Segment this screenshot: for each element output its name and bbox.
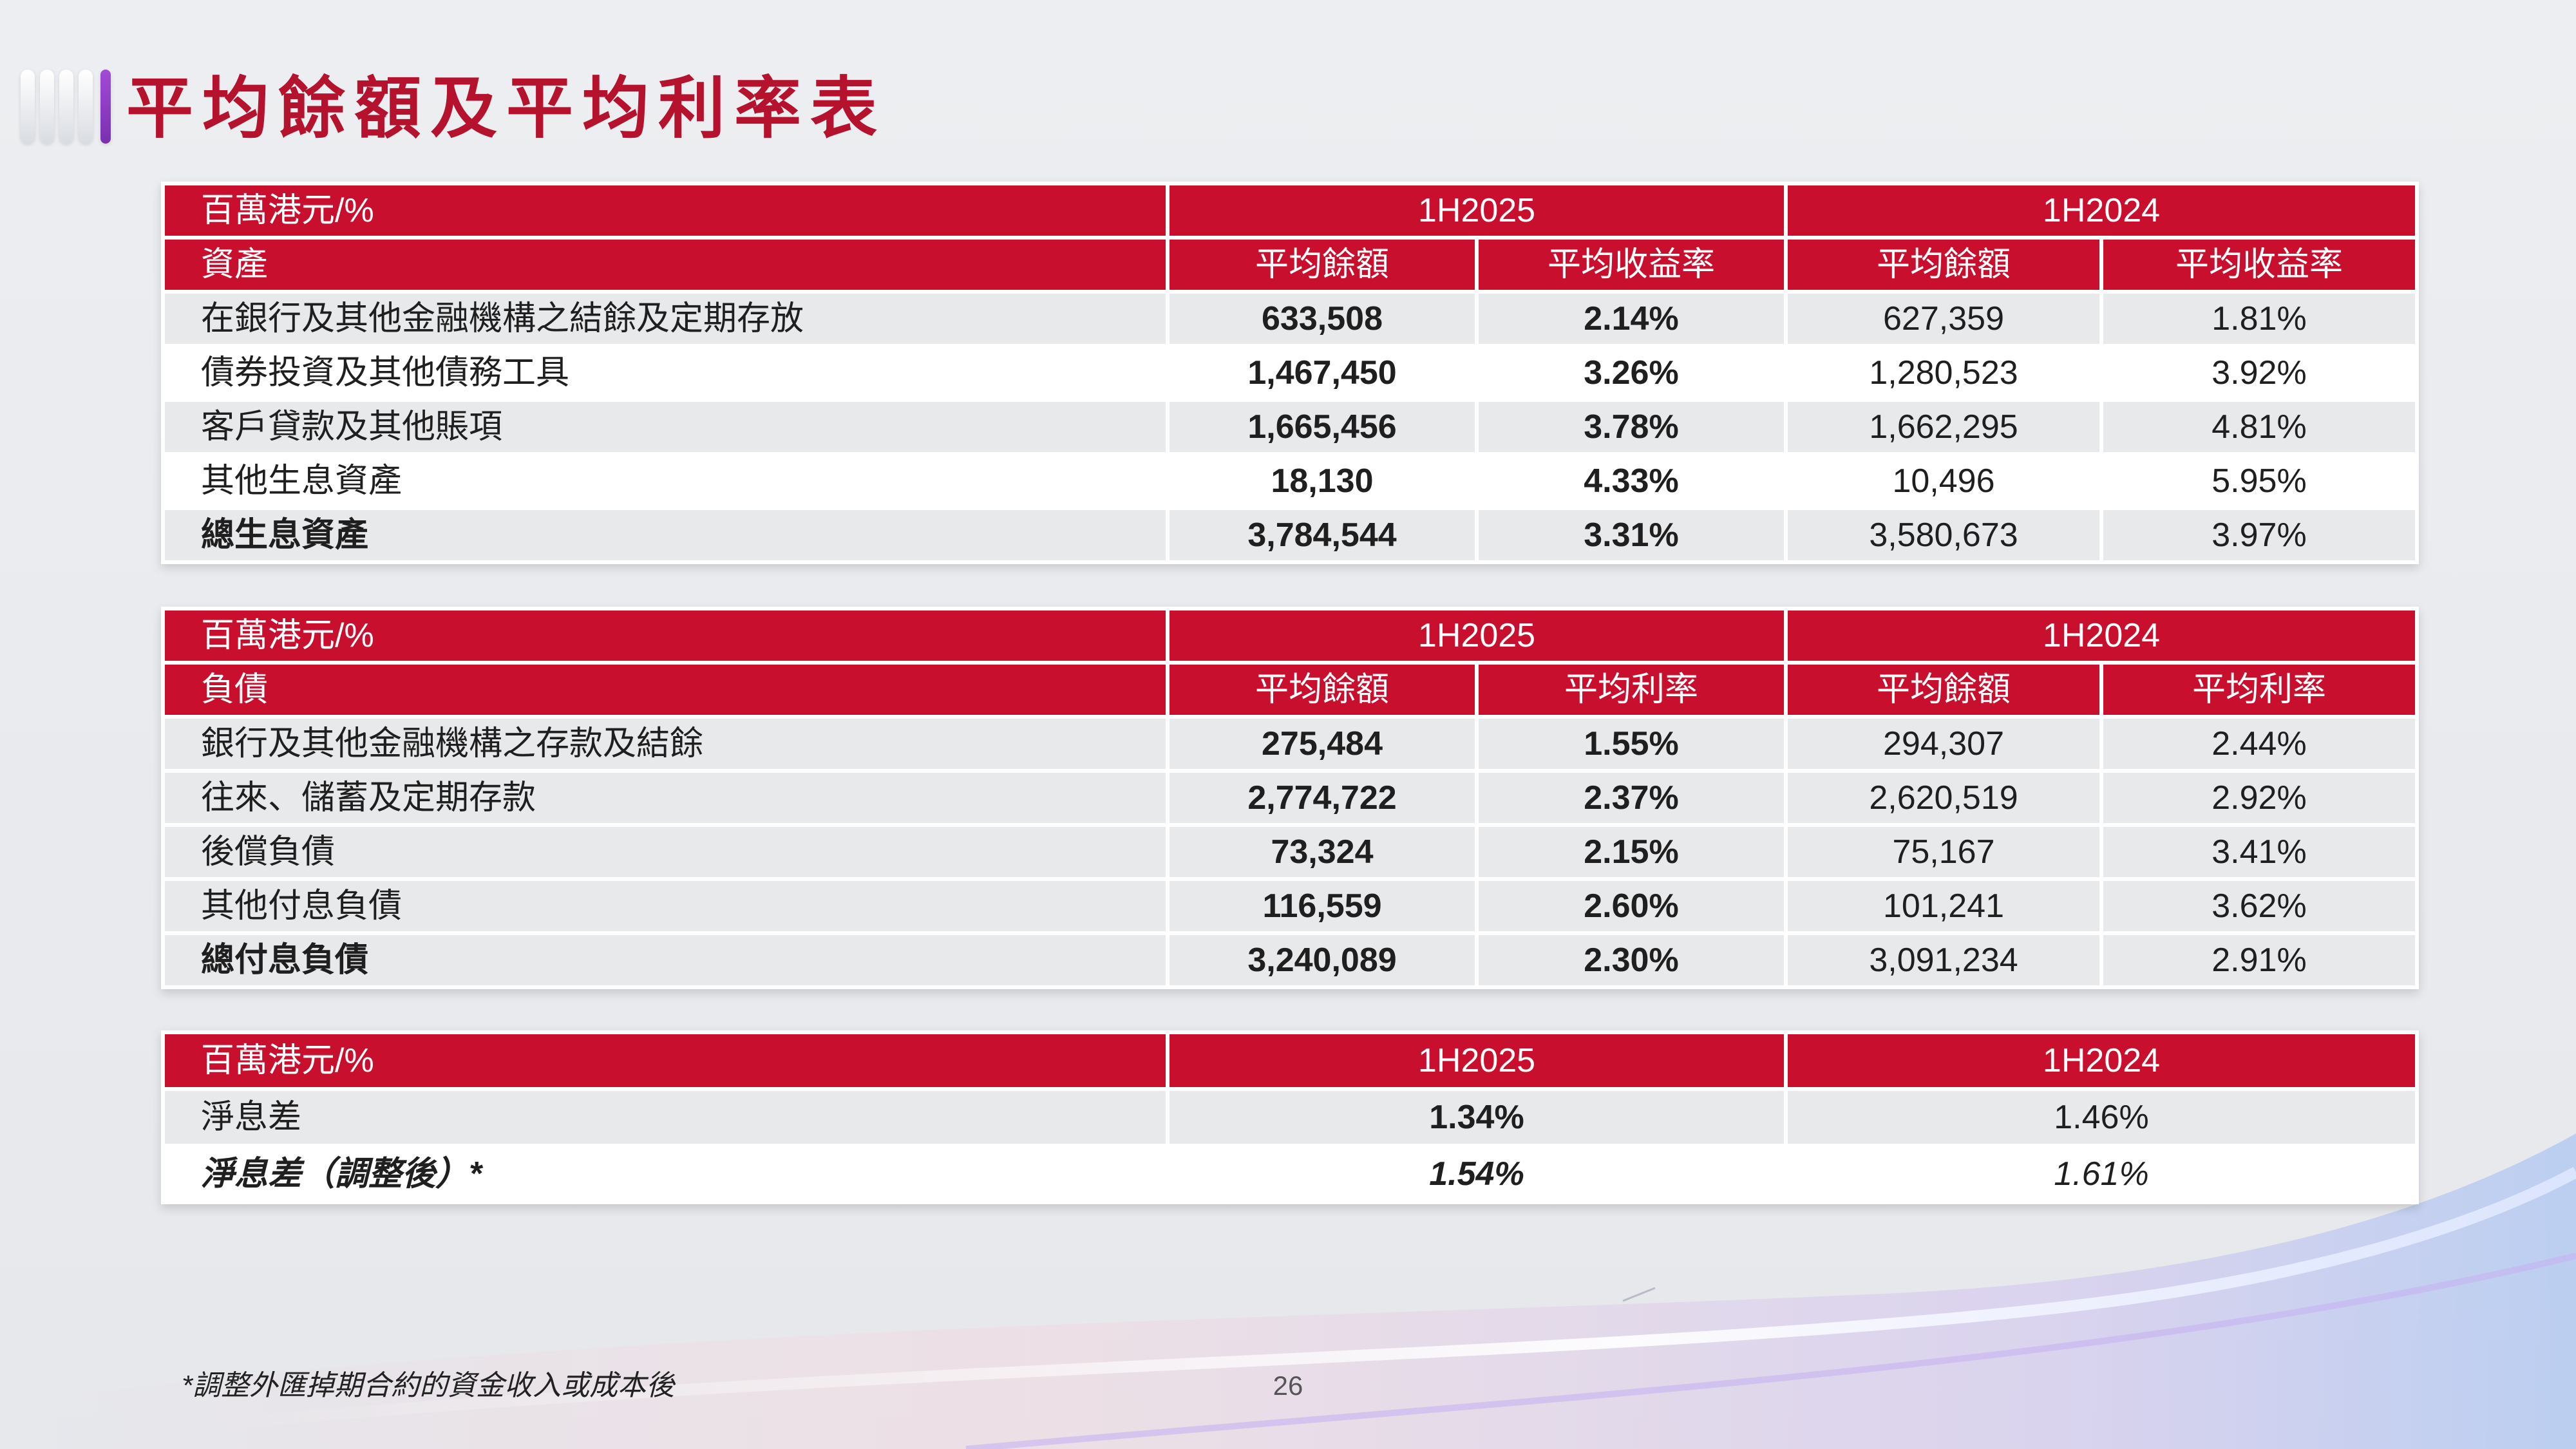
row-label: 往來、儲蓄及定期存款 [165, 773, 1166, 823]
cell-value: 3.92% [2103, 348, 2415, 398]
cell-value: 633,508 [1170, 294, 1475, 344]
table-row: 在銀行及其他金融機構之結餘及定期存放 633,508 2.14% 627,359… [165, 294, 2415, 344]
cell-value: 10,496 [1788, 456, 2099, 506]
cell-value: 3,240,089 [1170, 935, 1475, 985]
period-1h2024: 1H2024 [1788, 611, 2415, 661]
cell-value: 1.46% [1788, 1091, 2415, 1144]
cell-value: 2.92% [2103, 773, 2415, 823]
col-avg-balance: 平均餘額 [1788, 240, 2099, 290]
cell-value: 1,467,450 [1170, 348, 1475, 398]
cell-value: 1.81% [2103, 294, 2415, 344]
row-label: 淨息差（調整後）* [165, 1148, 1166, 1200]
cell-value: 2.14% [1479, 294, 1784, 344]
cell-value: 2.60% [1479, 881, 1784, 931]
row-label: 後償負債 [165, 827, 1166, 877]
row-label: 債券投資及其他債務工具 [165, 348, 1166, 398]
cell-value: 2.91% [2103, 935, 2415, 985]
table-row-total: 總生息資產 3,784,544 3.31% 3,580,673 3.97% [165, 510, 2415, 560]
cell-value: 294,307 [1788, 719, 2099, 769]
cell-value: 3,091,234 [1788, 935, 2099, 985]
row-label: 總生息資產 [165, 510, 1166, 560]
table-row: 其他生息資產 18,130 4.33% 10,496 5.95% [165, 456, 2415, 506]
cell-value: 1.54% [1170, 1148, 1784, 1200]
row-label: 總付息負債 [165, 935, 1166, 985]
page-number: 26 [1273, 1370, 1303, 1401]
table-row-total: 總付息負債 3,240,089 2.30% 3,091,234 2.91% [165, 935, 2415, 985]
col-avg-balance: 平均餘額 [1170, 240, 1475, 290]
assets-table: 百萬港元/% 1H2025 1H2024 資產 平均餘額 平均收益率 平均餘額 … [161, 182, 2419, 564]
nim-header-row: 百萬港元/% 1H2025 1H2024 [165, 1034, 2415, 1087]
cell-value: 3.97% [2103, 510, 2415, 560]
liabilities-table: 百萬港元/% 1H2025 1H2024 負債 平均餘額 平均利率 平均餘額 平… [161, 607, 2419, 989]
liabilities-header-row-periods: 百萬港元/% 1H2025 1H2024 [165, 611, 2415, 661]
unit-label: 百萬港元/% [165, 185, 1166, 236]
cell-value: 73,324 [1170, 827, 1475, 877]
cell-value: 3.31% [1479, 510, 1784, 560]
row-label: 淨息差 [165, 1091, 1166, 1144]
cell-value: 2.30% [1479, 935, 1784, 985]
assets-header-row-periods: 百萬港元/% 1H2025 1H2024 [165, 185, 2415, 236]
unit-label: 百萬港元/% [165, 611, 1166, 661]
cell-value: 1.55% [1479, 719, 1784, 769]
cell-value: 2,620,519 [1788, 773, 2099, 823]
row-label: 銀行及其他金融機構之存款及結餘 [165, 719, 1166, 769]
table-row: 淨息差（調整後）* 1.54% 1.61% [165, 1148, 2415, 1200]
footnote: *調整外匯掉期合約的資金收入或成本後 [182, 1370, 675, 1401]
table-row: 客戶貸款及其他賬項 1,665,456 3.78% 1,662,295 4.81… [165, 402, 2415, 452]
cell-value: 3.41% [2103, 827, 2415, 877]
col-avg-balance: 平均餘額 [1788, 665, 2099, 715]
page-title: 平均餘額及平均利率表 [126, 71, 887, 146]
cell-value: 18,130 [1170, 456, 1475, 506]
assets-header-row-columns: 資產 平均餘額 平均收益率 平均餘額 平均收益率 [165, 240, 2415, 290]
cell-value: 627,359 [1788, 294, 2099, 344]
cell-value: 2.44% [2103, 719, 2415, 769]
row-label: 在銀行及其他金融機構之結餘及定期存放 [165, 294, 1166, 344]
cell-value: 2.37% [1479, 773, 1784, 823]
col-avg-rate: 平均利率 [2103, 665, 2415, 715]
period-1h2024: 1H2024 [1788, 185, 2415, 236]
table-row: 銀行及其他金融機構之存款及結餘 275,484 1.55% 294,307 2.… [165, 719, 2415, 769]
col-avg-rate: 平均利率 [1479, 665, 1784, 715]
cell-value: 3.78% [1479, 402, 1784, 452]
cell-value: 2,774,722 [1170, 773, 1475, 823]
row-label: 其他付息負債 [165, 881, 1166, 931]
col-avg-balance: 平均餘額 [1170, 665, 1475, 715]
cell-value: 116,559 [1170, 881, 1475, 931]
table-row: 債券投資及其他債務工具 1,467,450 3.26% 1,280,523 3.… [165, 348, 2415, 398]
cell-value: 5.95% [2103, 456, 2415, 506]
period-1h2025: 1H2025 [1170, 185, 1784, 236]
table-row: 其他付息負債 116,559 2.60% 101,241 3.62% [165, 881, 2415, 931]
row-label: 客戶貸款及其他賬項 [165, 402, 1166, 452]
section-label-liabilities: 負債 [165, 665, 1166, 715]
section-label-assets: 資產 [165, 240, 1166, 290]
cell-value: 2.15% [1479, 827, 1784, 877]
cell-value: 1.34% [1170, 1091, 1784, 1144]
cell-value: 1.61% [1788, 1148, 2415, 1200]
table-row: 後償負債 73,324 2.15% 75,167 3.41% [165, 827, 2415, 877]
col-avg-yield: 平均收益率 [2103, 240, 2415, 290]
cell-value: 3,784,544 [1170, 510, 1475, 560]
cell-value: 75,167 [1788, 827, 2099, 877]
unit-label: 百萬港元/% [165, 1034, 1166, 1087]
cell-value: 4.33% [1479, 456, 1784, 506]
liabilities-header-row-columns: 負債 平均餘額 平均利率 平均餘額 平均利率 [165, 665, 2415, 715]
cell-value: 101,241 [1788, 881, 2099, 931]
col-avg-yield: 平均收益率 [1479, 240, 1784, 290]
net-interest-margin-table: 百萬港元/% 1H2025 1H2024 淨息差 1.34% 1.46% 淨息差… [161, 1030, 2419, 1204]
cell-value: 3,580,673 [1788, 510, 2099, 560]
period-1h2024: 1H2024 [1788, 1034, 2415, 1087]
cell-value: 1,280,523 [1788, 348, 2099, 398]
cell-value: 3.62% [2103, 881, 2415, 931]
table-row: 往來、儲蓄及定期存款 2,774,722 2.37% 2,620,519 2.9… [165, 773, 2415, 823]
cell-value: 1,662,295 [1788, 402, 2099, 452]
cell-value: 4.81% [2103, 402, 2415, 452]
cell-value: 1,665,456 [1170, 402, 1475, 452]
title-decoration-bars [21, 70, 117, 144]
cell-value: 275,484 [1170, 719, 1475, 769]
cell-value: 3.26% [1479, 348, 1784, 398]
period-1h2025: 1H2025 [1170, 611, 1784, 661]
table-row: 淨息差 1.34% 1.46% [165, 1091, 2415, 1144]
row-label: 其他生息資產 [165, 456, 1166, 506]
period-1h2025: 1H2025 [1170, 1034, 1784, 1087]
